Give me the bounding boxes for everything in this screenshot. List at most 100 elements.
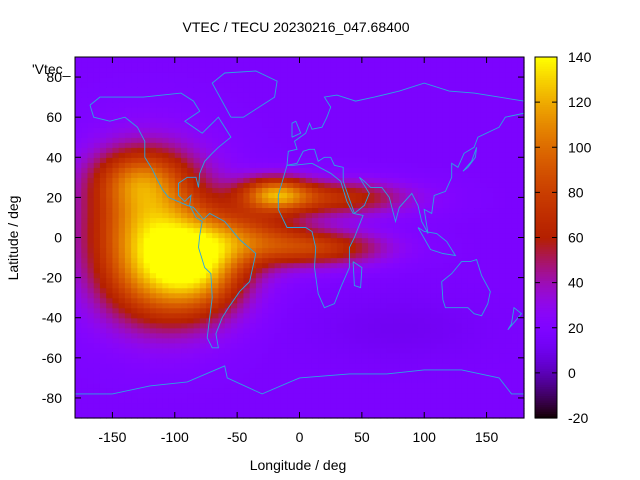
heatmap-cell	[137, 402, 145, 409]
heatmap-cell	[162, 262, 170, 269]
heatmap-cell	[168, 192, 176, 198]
heatmap-cell	[318, 317, 326, 324]
heatmap-cell	[430, 332, 438, 339]
heatmap-cell	[280, 77, 288, 83]
heatmap-cell	[442, 317, 450, 324]
heatmap-cell	[93, 187, 101, 193]
heatmap-cell	[280, 122, 288, 128]
heatmap-cell	[181, 177, 188, 183]
heatmap-cell	[480, 117, 488, 123]
heatmap-cell	[305, 242, 313, 249]
heatmap-cell	[467, 267, 475, 274]
heatmap-cell	[230, 352, 238, 359]
heatmap-cell	[230, 267, 238, 274]
heatmap-cell	[343, 167, 350, 173]
heatmap-cell	[255, 197, 263, 203]
heatmap-cell	[237, 302, 244, 309]
heatmap-cell	[299, 352, 307, 359]
heatmap-cell	[374, 192, 382, 198]
heatmap-cell	[461, 382, 469, 389]
heatmap-cell	[299, 97, 307, 103]
heatmap-cell	[156, 72, 163, 78]
heatmap-cell	[442, 232, 450, 239]
heatmap-cell	[143, 322, 151, 329]
heatmap-cell	[480, 102, 488, 108]
heatmap-cell	[505, 212, 513, 219]
heatmap-cell	[93, 207, 101, 214]
heatmap-cell	[156, 242, 163, 249]
heatmap-cell	[87, 227, 95, 234]
heatmap-cell	[405, 187, 413, 193]
heatmap-cell	[81, 267, 89, 274]
heatmap-cell	[131, 307, 138, 314]
heatmap-cell	[349, 147, 357, 153]
heatmap-cell	[474, 117, 481, 123]
heatmap-cell	[112, 167, 120, 173]
heatmap-cell	[380, 352, 388, 359]
heatmap-cell	[193, 317, 201, 324]
heatmap-cell	[430, 387, 438, 394]
heatmap-cell	[174, 202, 182, 209]
heatmap-cell	[156, 332, 163, 339]
heatmap-cell	[243, 232, 251, 239]
heatmap-cell	[299, 102, 307, 108]
heatmap-cell	[393, 127, 400, 133]
heatmap-cell	[355, 152, 363, 158]
heatmap-cell	[112, 182, 120, 188]
heatmap-cell	[311, 202, 319, 209]
heatmap-cell	[474, 322, 481, 329]
heatmap-cell	[280, 362, 288, 369]
heatmap-cell	[249, 332, 257, 339]
heatmap-cell	[386, 377, 394, 384]
heatmap-cell	[318, 412, 326, 419]
heatmap-cell	[149, 137, 157, 143]
heatmap-cell	[75, 67, 82, 73]
heatmap-cell	[474, 362, 481, 369]
heatmap-cell	[430, 317, 438, 324]
heatmap-cell	[474, 82, 481, 88]
heatmap-cell	[99, 387, 107, 394]
heatmap-cell	[218, 107, 226, 113]
heatmap-cell	[137, 267, 145, 274]
heatmap-cell	[505, 77, 513, 83]
heatmap-cell	[137, 397, 145, 404]
heatmap-cell	[143, 147, 151, 153]
heatmap-cell	[106, 142, 114, 148]
heatmap-cell	[205, 352, 213, 359]
heatmap-cell	[218, 137, 226, 143]
heatmap-cell	[368, 387, 375, 394]
heatmap-cell	[287, 117, 294, 123]
heatmap-cell	[124, 247, 132, 254]
heatmap-cell	[299, 157, 307, 163]
heatmap-cell	[442, 112, 450, 118]
heatmap-cell	[511, 77, 519, 83]
heatmap-cell	[262, 402, 269, 409]
heatmap-cell	[405, 232, 413, 239]
heatmap-cell	[330, 412, 338, 419]
heatmap-cell	[349, 362, 357, 369]
heatmap-cell	[212, 387, 220, 394]
heatmap-cell	[449, 142, 457, 148]
heatmap-cell	[118, 407, 126, 414]
heatmap-cell	[143, 217, 151, 224]
heatmap-cell	[399, 337, 407, 344]
heatmap-cell	[124, 137, 132, 143]
heatmap-cell	[87, 132, 95, 138]
heatmap-cell	[336, 252, 344, 259]
heatmap-cell	[405, 302, 413, 309]
heatmap-cell	[393, 392, 400, 399]
heatmap-cell	[187, 282, 195, 289]
heatmap-cell	[81, 67, 89, 73]
heatmap-cell	[287, 237, 294, 244]
heatmap-cell	[430, 217, 438, 224]
heatmap-cell	[274, 142, 282, 148]
heatmap-cell	[474, 352, 481, 359]
heatmap-cell	[399, 77, 407, 83]
heatmap-cell	[405, 347, 413, 354]
heatmap-cell	[181, 342, 188, 349]
heatmap-cell	[411, 337, 419, 344]
heatmap-cell	[361, 402, 369, 409]
heatmap-cell	[75, 212, 82, 219]
heatmap-cell	[131, 412, 138, 419]
heatmap-cell	[299, 152, 307, 158]
